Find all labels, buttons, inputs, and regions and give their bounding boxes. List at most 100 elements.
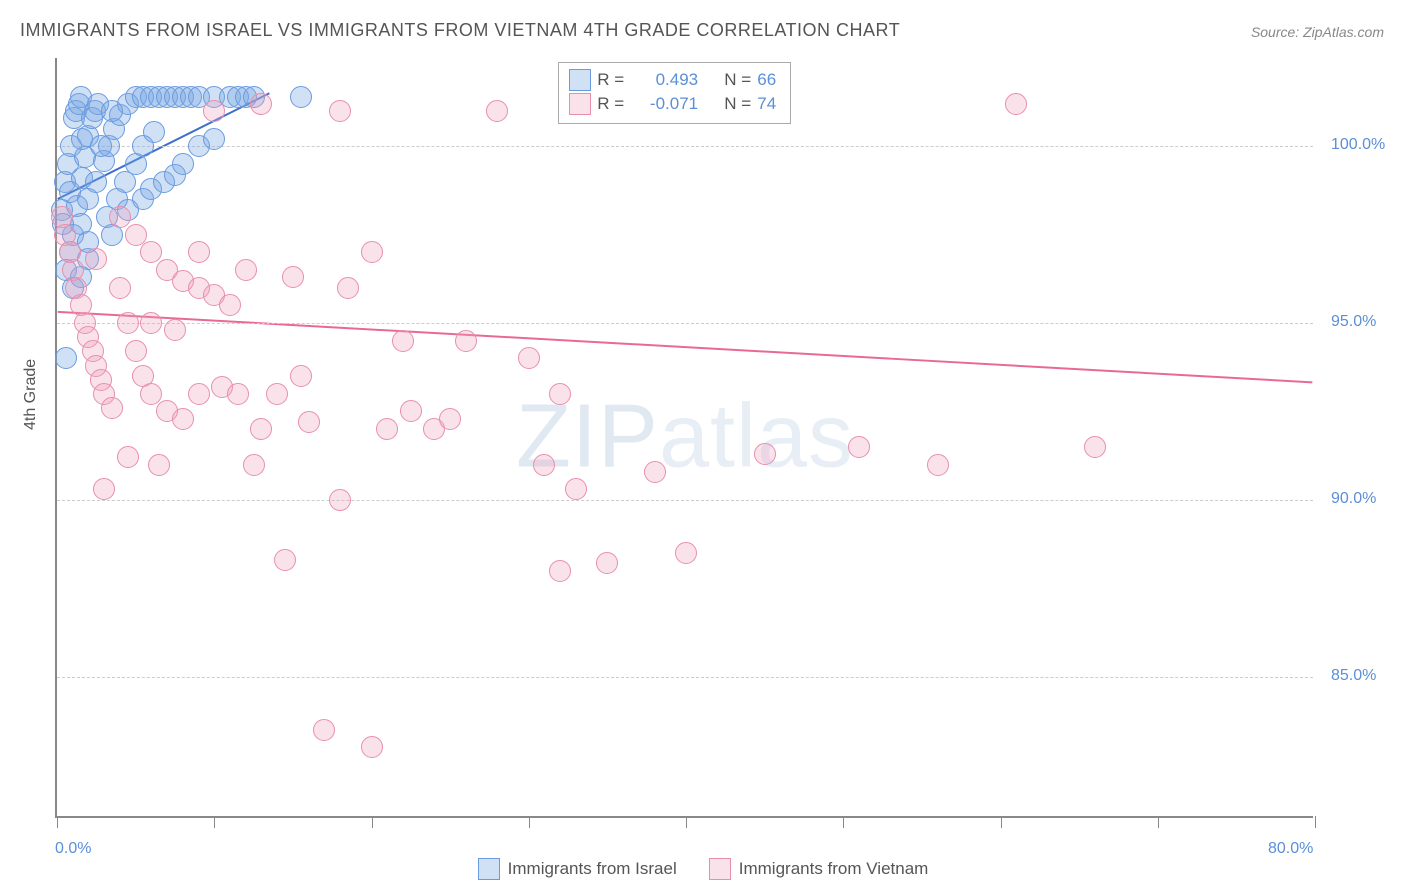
watermark-atlas: atlas xyxy=(659,387,854,487)
x-tick xyxy=(1001,816,1002,828)
legend-n-value: 74 xyxy=(757,94,776,114)
legend-n-label: N = xyxy=(724,70,751,90)
scatter-point xyxy=(140,241,162,263)
legend-r-label: R = xyxy=(597,94,624,114)
x-tick xyxy=(57,816,58,828)
scatter-point xyxy=(290,86,312,108)
scatter-point xyxy=(376,418,398,440)
legend-bottom: Immigrants from Israel Immigrants from V… xyxy=(0,858,1406,880)
y-tick-label: 85.0% xyxy=(1331,667,1376,685)
y-tick-label: 95.0% xyxy=(1331,313,1376,331)
legend-label-vietnam: Immigrants from Vietnam xyxy=(739,859,929,879)
scatter-point xyxy=(90,135,112,157)
scatter-point xyxy=(361,736,383,758)
scatter-point xyxy=(400,400,422,422)
scatter-point xyxy=(143,121,165,143)
legend-swatch xyxy=(569,69,591,91)
grid-line xyxy=(57,146,1313,147)
scatter-point xyxy=(596,552,618,574)
legend-r-label: R = xyxy=(597,70,624,90)
legend-r-value: 0.493 xyxy=(630,70,698,90)
scatter-point xyxy=(754,443,776,465)
scatter-point xyxy=(203,128,225,150)
scatter-point xyxy=(337,277,359,299)
scatter-point xyxy=(298,411,320,433)
scatter-point xyxy=(85,248,107,270)
scatter-point xyxy=(117,312,139,334)
scatter-point xyxy=(203,100,225,122)
scatter-point xyxy=(125,340,147,362)
scatter-point xyxy=(1005,93,1027,115)
scatter-point xyxy=(85,171,107,193)
chart-title: IMMIGRANTS FROM ISRAEL VS IMMIGRANTS FRO… xyxy=(20,20,900,41)
scatter-point xyxy=(235,259,257,281)
scatter-point xyxy=(172,153,194,175)
scatter-point xyxy=(93,478,115,500)
scatter-point xyxy=(250,93,272,115)
scatter-point xyxy=(148,454,170,476)
correlation-legend-row: R = 0.493 N = 66 xyxy=(569,69,776,91)
scatter-point xyxy=(565,478,587,500)
legend-r-value: -0.071 xyxy=(630,94,698,114)
scatter-point xyxy=(164,319,186,341)
y-axis-label: 4th Grade xyxy=(22,359,40,430)
scatter-point xyxy=(125,224,147,246)
legend-swatch xyxy=(569,93,591,115)
scatter-point xyxy=(392,330,414,352)
scatter-point xyxy=(329,100,351,122)
grid-line xyxy=(57,323,1313,324)
legend-label-israel: Immigrants from Israel xyxy=(508,859,677,879)
legend-n-label: N = xyxy=(724,94,751,114)
scatter-point xyxy=(549,383,571,405)
scatter-point xyxy=(361,241,383,263)
plot-area: ZIPatlas xyxy=(55,58,1313,818)
scatter-point xyxy=(109,206,131,228)
scatter-point xyxy=(109,277,131,299)
chart-container: IMMIGRANTS FROM ISRAEL VS IMMIGRANTS FRO… xyxy=(0,0,1406,892)
scatter-point xyxy=(227,383,249,405)
scatter-point xyxy=(140,312,162,334)
scatter-point xyxy=(140,383,162,405)
legend-item-israel: Immigrants from Israel xyxy=(478,858,677,880)
scatter-point xyxy=(243,454,265,476)
correlation-legend: R = 0.493 N = 66 R = -0.071 N = 74 xyxy=(558,62,791,124)
scatter-point xyxy=(848,436,870,458)
scatter-point xyxy=(172,408,194,430)
legend-item-vietnam: Immigrants from Vietnam xyxy=(709,858,929,880)
scatter-point xyxy=(117,446,139,468)
x-tick xyxy=(372,816,373,828)
x-tick xyxy=(1158,816,1159,828)
scatter-point xyxy=(486,100,508,122)
scatter-point xyxy=(101,397,123,419)
scatter-point xyxy=(188,241,210,263)
scatter-point xyxy=(59,181,81,203)
scatter-point xyxy=(250,418,272,440)
scatter-point xyxy=(439,408,461,430)
scatter-point xyxy=(675,542,697,564)
source-label: Source: ZipAtlas.com xyxy=(1251,24,1384,40)
scatter-point xyxy=(927,454,949,476)
scatter-point xyxy=(644,461,666,483)
x-tick-label: 80.0% xyxy=(1268,840,1313,858)
x-tick xyxy=(686,816,687,828)
scatter-point xyxy=(274,549,296,571)
x-tick xyxy=(843,816,844,828)
scatter-point xyxy=(101,100,123,122)
scatter-point xyxy=(313,719,335,741)
scatter-point xyxy=(219,294,241,316)
x-tick xyxy=(1315,816,1316,828)
scatter-point xyxy=(282,266,304,288)
scatter-point xyxy=(188,383,210,405)
grid-line xyxy=(57,677,1313,678)
scatter-point xyxy=(533,454,555,476)
scatter-point xyxy=(518,347,540,369)
correlation-legend-row: R = -0.071 N = 74 xyxy=(569,93,776,115)
legend-n-value: 66 xyxy=(757,70,776,90)
legend-swatch-israel xyxy=(478,858,500,880)
grid-line xyxy=(57,500,1313,501)
scatter-point xyxy=(55,347,77,369)
y-tick-label: 90.0% xyxy=(1331,490,1376,508)
legend-swatch-vietnam xyxy=(709,858,731,880)
scatter-point xyxy=(329,489,351,511)
x-tick xyxy=(214,816,215,828)
